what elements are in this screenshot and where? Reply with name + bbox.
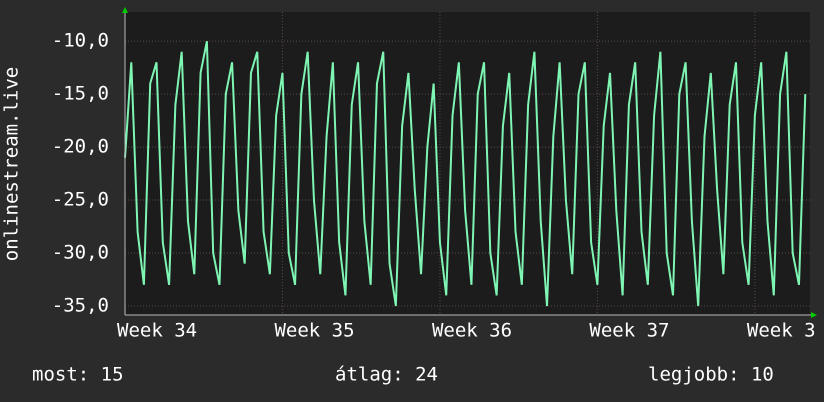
x-arrow	[811, 312, 817, 318]
footer-best: legjobb: 10	[648, 364, 774, 386]
x-tick-label: Week 35	[274, 320, 354, 342]
y-tick-label: -35,0	[52, 294, 109, 316]
footer-average: átlag: 24	[335, 364, 438, 386]
plot	[124, 40, 807, 307]
y-axis-label: onlinestream.live	[1, 67, 23, 261]
y-tick-label: -10,0	[52, 30, 109, 52]
y-arrow	[122, 7, 128, 13]
plot-area	[125, 12, 810, 315]
y-tick-label: -15,0	[52, 83, 109, 105]
x-tick-label: Week 34	[117, 320, 197, 342]
x-tick-label: Week 3	[747, 320, 816, 342]
y-tick-label: -25,0	[52, 189, 109, 211]
y-tick-label: -30,0	[52, 242, 109, 264]
x-tick-label: Week 37	[589, 320, 669, 342]
y-tick-label: -20,0	[52, 136, 109, 158]
data-line	[124, 40, 807, 307]
x-tick-label: Week 36	[432, 320, 512, 342]
footer-current: most: 15	[32, 364, 124, 386]
